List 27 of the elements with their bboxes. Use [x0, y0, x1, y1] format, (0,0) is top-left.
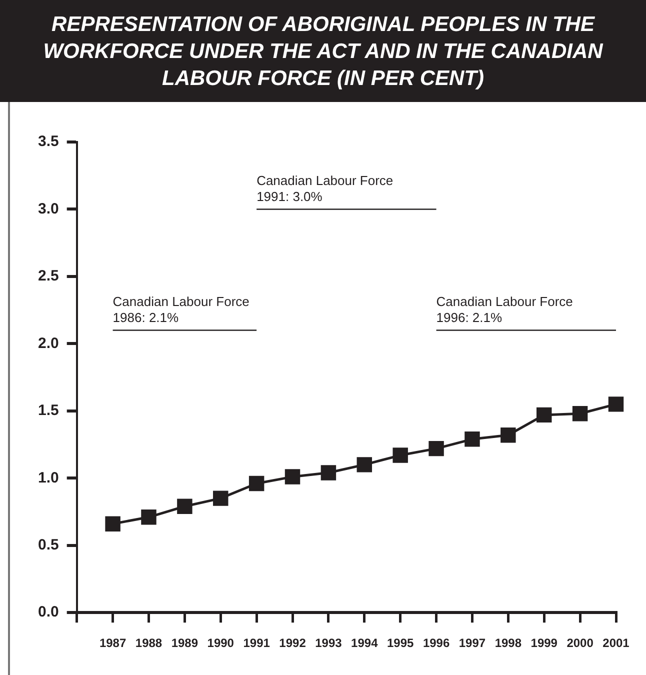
y-tick-label: 2.5	[38, 268, 59, 285]
x-tick-label: 1996	[422, 636, 450, 650]
x-tick-label: 2001	[602, 636, 630, 650]
x-tick-label: 1999	[530, 636, 558, 650]
chart-title: REPRESENTATION OF ABORIGINAL PEOPLES IN THE WORKFORCE UNDER THE ACT AND IN THE CANADIAN LABOUR FORCE (IN PER CENT)	[42, 12, 604, 92]
x-tick-label: 1992	[279, 636, 306, 650]
y-tick-label: 2.0	[38, 334, 59, 352]
annotation: Canadian Labour Force 1996: 2.1%	[436, 294, 573, 326]
annotation: Canadian Labour Force 1991: 3.0%	[256, 173, 394, 204]
x-tick-label: 1991	[243, 636, 270, 650]
y-tick-label: 0.0	[38, 604, 59, 621]
x-tick-label: 1987	[99, 636, 126, 650]
x-tick-label: 1993	[315, 636, 342, 650]
x-tick-label: 1989	[171, 636, 198, 650]
x-tick-label: 2000	[566, 636, 594, 650]
y-tick-label: 0.5	[38, 536, 59, 554]
x-tick-label: 1997	[458, 636, 486, 650]
annotation: Canadian Labour Force 1986: 2.1%	[112, 294, 250, 326]
y-tick-label: 3.5	[38, 133, 59, 150]
y-tick-label: 1.5	[38, 402, 59, 420]
x-tick-label: 1995	[386, 636, 414, 650]
x-tick-label: 1998	[494, 636, 522, 650]
x-tick-label: 1994	[351, 636, 378, 650]
y-tick-label: 3.0	[38, 200, 59, 218]
y-tick-label: 1.0	[38, 469, 59, 486]
x-tick-label: 1988	[135, 636, 162, 650]
x-tick-label: 1990	[207, 636, 234, 650]
